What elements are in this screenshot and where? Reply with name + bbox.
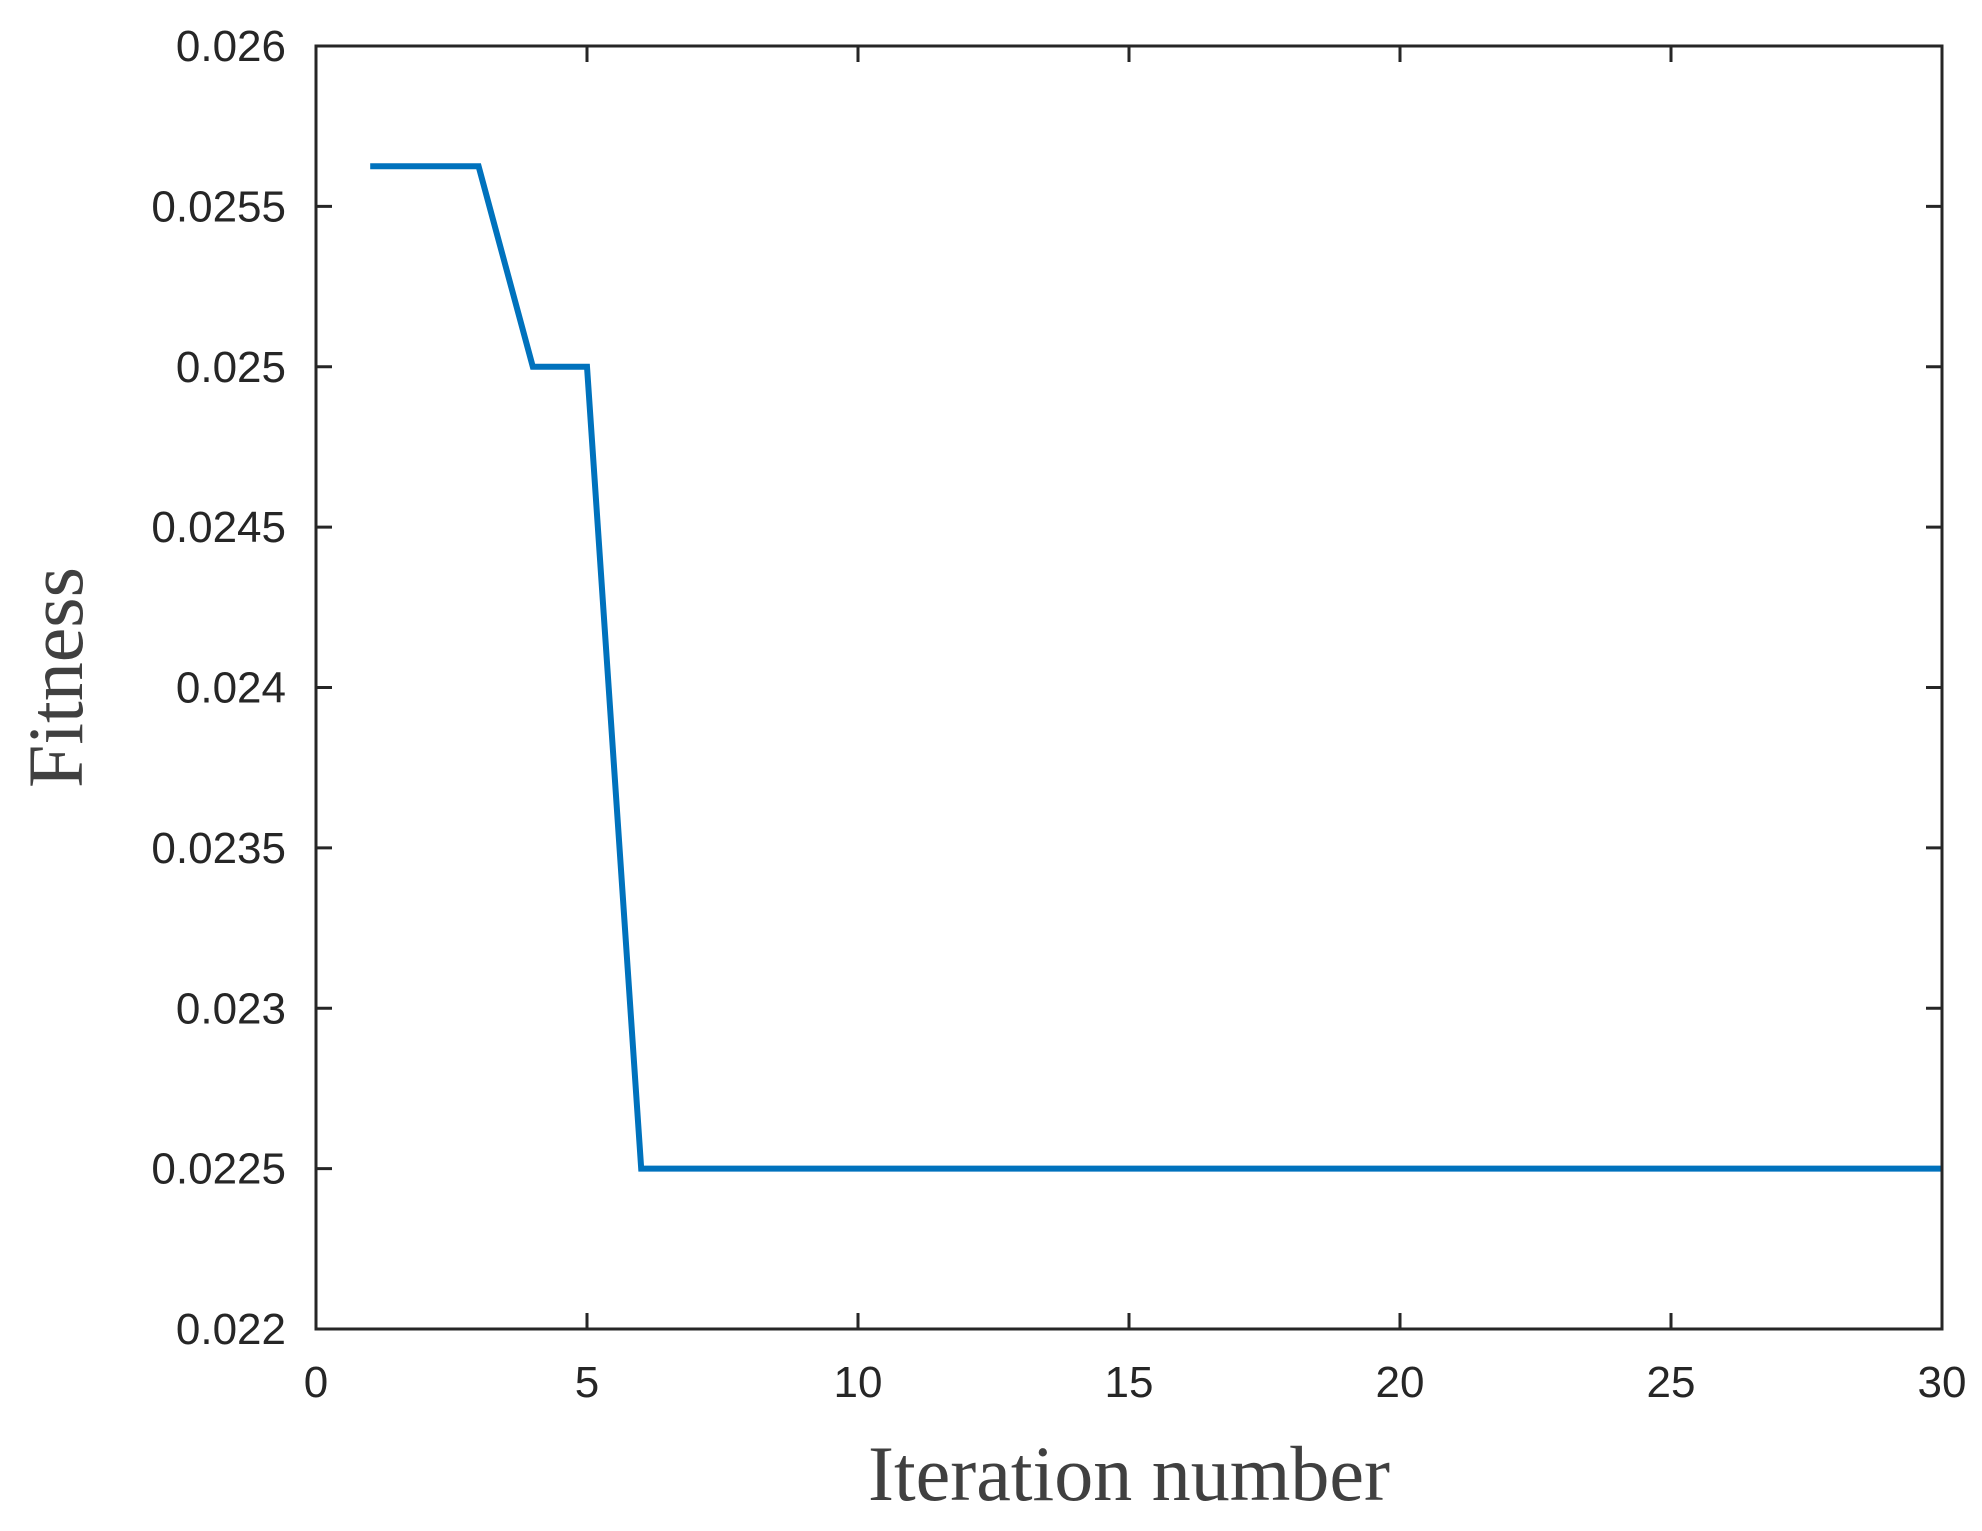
x-tick-label-2: 10 [834, 1358, 883, 1407]
y-tick-label-7: 0.0255 [151, 182, 286, 231]
x-tick-label-3: 15 [1105, 1358, 1154, 1407]
series-layer [370, 163, 1942, 1172]
x-tick-label-5: 25 [1647, 1358, 1696, 1407]
y-tick-label-0: 0.022 [176, 1305, 286, 1354]
y-axis-title: Fitness [12, 567, 99, 788]
x-tick-label-6: 30 [1918, 1358, 1967, 1407]
y-tick-label-8: 0.026 [176, 22, 286, 71]
y-tick-label-6: 0.025 [176, 343, 286, 392]
x-axis-title: Iteration number [868, 1430, 1390, 1517]
x-tick-label-0: 0 [304, 1358, 328, 1407]
y-tick-label-2: 0.023 [176, 984, 286, 1033]
x-tick-label-1: 5 [575, 1358, 599, 1407]
y-axis-tick-labels: 0.022 0.0225 0.023 0.0235 0.024 0.0245 0.025 0.… [151, 22, 286, 1354]
y-tick-label-3: 0.0235 [151, 824, 286, 873]
y-tick-label-1: 0.0225 [151, 1145, 286, 1194]
plot-area-frame [314, 44, 1944, 1331]
y-tick-label-4: 0.024 [176, 664, 286, 713]
x-tick-label-4: 20 [1376, 1358, 1425, 1407]
x-axis-tick-labels: 0 5 10 15 20 25 30 [304, 1358, 1967, 1407]
series-line-0 [370, 163, 1942, 1172]
y-tick-label-5: 0.0245 [151, 503, 286, 552]
